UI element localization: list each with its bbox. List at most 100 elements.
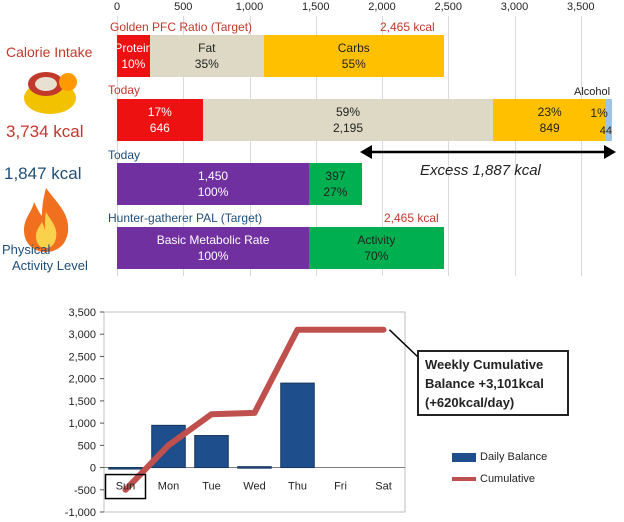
sun-highlight-box (104, 473, 147, 500)
alcohol-kcal-label: 44 (599, 125, 612, 137)
y-tick-label: -500 (74, 485, 96, 497)
today-intake-bar: 17% 646 59% 2,195 23% 849 1% 44 (0, 99, 624, 141)
segment-text: 23% (537, 105, 562, 119)
weekly-balance-chart: -1,000 -500 0 500 1,000 1,500 2,000 2,500 3,000 3… (65, 307, 420, 519)
segment-text: Basic Metabolic Rate (156, 233, 270, 247)
annotation-connector (388, 329, 420, 359)
pal-target-bar: Basic Metabolic Rate 100% Activity 70% (0, 227, 624, 269)
bar-segment: 23% 849 (493, 99, 606, 141)
bar-segment: Protein 10% (117, 35, 150, 77)
segment-text: 70% (364, 249, 389, 263)
y-tick-label: 500 (78, 440, 96, 452)
segment-text: 849 (539, 121, 560, 135)
axis-tick-label: 3,000 (500, 1, 529, 13)
segment-text: 17% (147, 105, 172, 119)
calorie-intake-value: 3,734 kcal (6, 122, 84, 141)
segment-text: 59% (335, 105, 361, 119)
today-activity-bar: 1,450 100% 397 27% (0, 163, 624, 205)
annotation-line1: Weekly Cumulative (425, 357, 544, 372)
axis-tick-label: 3,500 (566, 1, 595, 13)
segment-text: 646 (149, 121, 170, 135)
x-tick-label: Mon (158, 481, 179, 493)
alcohol-label: Alcohol (574, 86, 611, 98)
annotation-line2: Balance +3,101kcal (425, 376, 544, 391)
bar-daily-balance (280, 382, 315, 469)
axis-tick-label: 1,500 (301, 1, 330, 13)
x-tick-label: Fri (334, 481, 347, 493)
segment-text: 35% (194, 57, 219, 71)
bar-segment: 397 27% (309, 163, 362, 205)
flame-icon (18, 186, 74, 254)
axis-tick-label: 2,500 (434, 1, 463, 13)
gridline (117, 16, 118, 276)
bar-segment: Basic Metabolic Rate 100% (117, 227, 310, 269)
bar-segment: Fat 35% (149, 35, 264, 77)
cumulative-annotation-box: Weekly Cumulative Balance +3,101kcal (+6… (417, 350, 569, 416)
gridline (580, 16, 582, 276)
segment-text: Protein (117, 41, 150, 55)
legend-swatch-line (452, 477, 476, 481)
y-tick-label: 2,000 (68, 374, 96, 386)
y-tick-label: 3,500 (68, 307, 96, 319)
y-tick-label: 1,000 (68, 418, 96, 430)
excess-arrow (360, 145, 616, 159)
x-tick-label: Thu (288, 481, 307, 493)
bar-daily-balance (108, 467, 143, 470)
y-tick-label: 3,000 (68, 329, 96, 341)
bar-segment: 17% 646 (117, 99, 203, 141)
bar-segment: Activity 70% (309, 227, 444, 269)
segment-text: 397 (325, 169, 346, 183)
segment-text: 10% (121, 57, 146, 71)
activity-title-line1: Physical (2, 242, 51, 257)
bar-segment: 1% (590, 99, 612, 141)
axis-tick-label: 500 (174, 1, 193, 13)
bar-daily-balance (237, 466, 272, 469)
x-tick-label: Tue (202, 481, 221, 493)
pfc-target-bar: Protein 10% Fat 35% Carbs 55% (0, 35, 624, 77)
y-tick-label: 2,500 (68, 351, 96, 363)
calorie-intake-title: Calorie Intake (6, 44, 93, 60)
gridline (382, 16, 383, 276)
y-tick-label: 0 (90, 463, 96, 475)
pal-target-total: 2,465 kcal (384, 211, 439, 225)
gridline (448, 16, 450, 276)
bar-segment: 59% 2,195 (202, 99, 494, 141)
axis-tick-label: 1,000 (235, 1, 264, 13)
activity-title-line2: Activity Level (12, 258, 88, 273)
segment-text: Fat (198, 41, 216, 55)
pfc-target-title: Golden PFC Ratio (Target) (110, 20, 253, 34)
axis-tick-label: 0 (113, 1, 121, 13)
segment-text: 100% (197, 185, 229, 199)
bar-segment: 1,450 100% (117, 163, 310, 205)
pfc-comparison-chart: 0 500 1,000 1,500 2,000 2,500 3,000 3,500 Calor… (0, 1, 624, 276)
legend-label-cumulative: Cumulative (480, 473, 536, 485)
chart-legend: Daily Balance Cumulative (452, 448, 547, 488)
today-activity-title: Today (108, 148, 141, 162)
bar-segment: Carbs 55% (263, 35, 444, 77)
legend-swatch-bar (452, 452, 476, 462)
axis-tick-label: 2,000 (368, 1, 396, 13)
excess-label: Excess 1,887 kcal (420, 162, 541, 179)
segment-text: Activity (357, 233, 396, 247)
gridline (514, 16, 516, 276)
x-tick-label: Sat (375, 481, 392, 493)
segment-text: 1% (590, 106, 608, 120)
annotation-line3: (+620kcal/day) (425, 395, 515, 410)
gridline (249, 16, 251, 276)
activity-value: 1,847 kcal (4, 164, 82, 183)
food-icon (12, 62, 82, 118)
pfc-target-total: 2,465 kcal (380, 20, 435, 34)
segment-text: 1,450 (198, 169, 229, 183)
segment-text: 55% (341, 57, 366, 71)
pal-target-title: Hunter-gatherer PAL (Target) (108, 211, 263, 225)
y-tick-label: 1,500 (68, 396, 96, 408)
gridline (315, 16, 317, 276)
x-tick-label: Wed (243, 481, 265, 493)
x-tick-label: Sun (116, 481, 136, 493)
gridline (183, 16, 185, 276)
line-cumulative (122, 326, 387, 493)
bar-daily-balance (194, 435, 229, 469)
segment-text: Carbs (337, 41, 370, 55)
segment-text: 27% (323, 185, 348, 199)
y-tick-label: -1,000 (65, 507, 96, 519)
